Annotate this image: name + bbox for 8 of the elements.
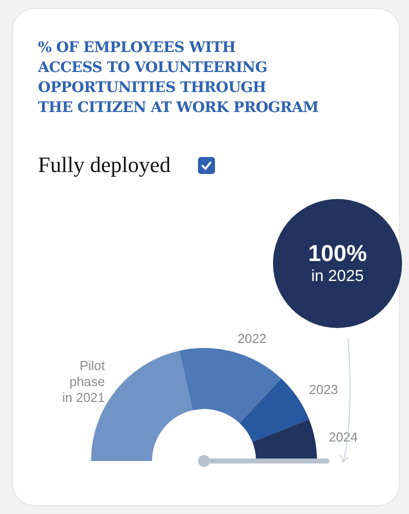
text: in 2025: [310, 268, 365, 286]
slice-label: 2023: [309, 382, 338, 398]
chart-title: % OF EMPLOYEES WITH ACCESS TO VOLUNTEERING OPPORTUNITIES THROUGH THE CITIZEN AT WORK PROGRAM: [38, 38, 319, 118]
text: Fully deployed: [38, 152, 171, 178]
slice-label: 2024: [328, 430, 358, 445]
slice-label: Pilot phase in 2021: [62, 358, 106, 406]
text: 100%: [307, 240, 368, 267]
slice-label: 2022: [238, 331, 266, 346]
